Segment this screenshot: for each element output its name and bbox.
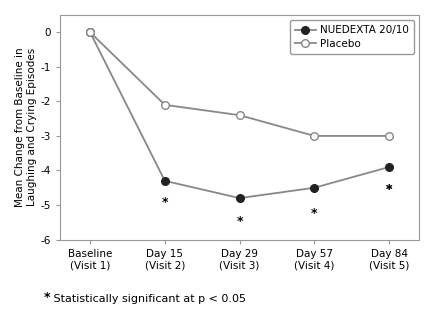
Placebo	[162, 103, 168, 107]
Text: *: *	[161, 197, 168, 209]
NUEDEXTA 20/10	[312, 186, 317, 190]
Y-axis label: Mean Change from Baseline in
Laughing and Crying Episodes: Mean Change from Baseline in Laughing an…	[15, 47, 36, 207]
Placebo	[237, 113, 242, 117]
Placebo	[312, 134, 317, 138]
NUEDEXTA 20/10	[387, 165, 392, 169]
Text: *: *	[311, 207, 318, 220]
Line: Placebo: Placebo	[86, 29, 393, 140]
Placebo	[88, 30, 93, 34]
NUEDEXTA 20/10	[237, 196, 242, 200]
Line: NUEDEXTA 20/10: NUEDEXTA 20/10	[86, 29, 393, 202]
Text: *: *	[237, 215, 243, 228]
NUEDEXTA 20/10	[162, 179, 168, 183]
Text: Statistically significant at p < 0.05: Statistically significant at p < 0.05	[50, 294, 246, 304]
Text: *: *	[386, 183, 392, 196]
Placebo	[387, 134, 392, 138]
Text: *: *	[43, 291, 50, 304]
Legend: NUEDEXTA 20/10, Placebo: NUEDEXTA 20/10, Placebo	[289, 20, 414, 54]
NUEDEXTA 20/10	[88, 30, 93, 34]
Text: *: *	[386, 183, 392, 196]
